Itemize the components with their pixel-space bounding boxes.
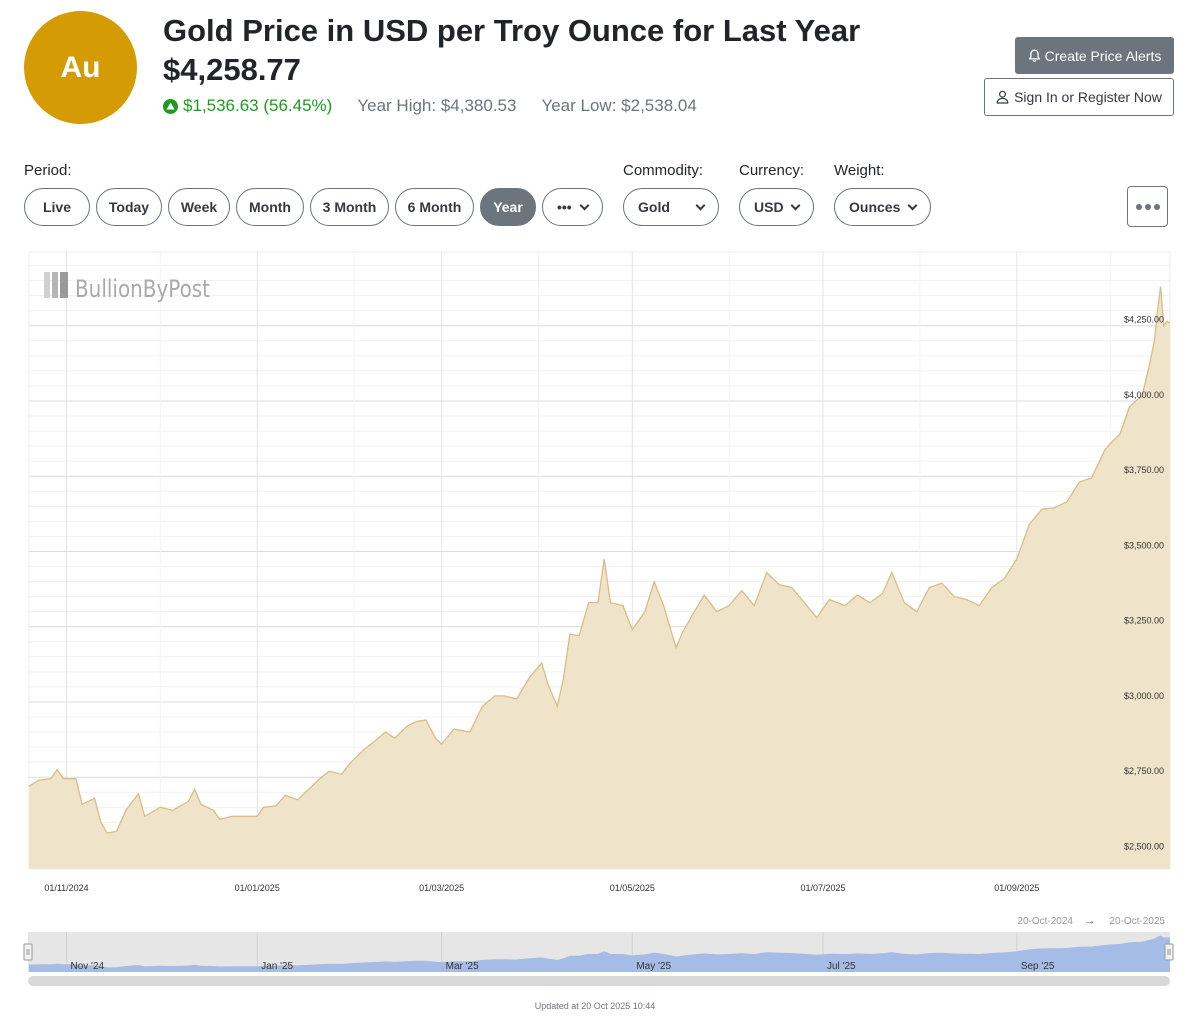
price-chart[interactable]: $2,500.00 $2,750.00 $3,000.00 $3,250.00 $3,5… [0,240,1190,995]
currency-value: USD [754,199,784,215]
navigator-left-handle[interactable] [23,943,33,961]
period-3-month-button[interactable]: 3 Month [310,188,389,226]
period-more-dropdown[interactable]: ••• [542,188,603,226]
period-live-button[interactable]: Live [24,188,90,226]
y-tick-label: $4,250.00 [1124,315,1164,325]
triangle-up-circle-icon [163,98,178,114]
x-tick-label: 01/05/2025 [610,883,655,893]
navigator-label: Sep '25 [1021,961,1055,972]
navigator-right-handle[interactable] [1164,943,1174,961]
period-week-button[interactable]: Week [168,188,230,226]
year-high: Year High: $4,380.53 [357,96,517,115]
x-tick-label: 01/07/2025 [800,883,845,893]
sign-in-button[interactable]: Sign In or Register Now [984,78,1174,116]
bell-icon [1028,49,1040,62]
y-tick-label: $3,500.00 [1124,540,1164,550]
navigator-label: Nov '24 [71,961,105,972]
updated-timestamp: Updated at 20 Oct 2025 10:44 [534,1001,656,1011]
chevron-down-icon [790,200,801,210]
ellipsis-icon [1135,203,1142,210]
period-6-month-button[interactable]: 6 Month [395,188,474,226]
navigator-labels: Nov '24 Jan '25 Mar '25 May '25 Jul '25 Sep '… [71,961,1055,972]
navigator-scrollbar[interactable] [28,976,1170,986]
y-tick-label: $3,750.00 [1124,465,1164,475]
create-price-alerts-label: Create Price Alerts [1044,47,1162,64]
range-navigator[interactable]: Nov '24 Jan '25 Mar '25 May '25 Jul '25 Sep '… [23,932,1174,972]
navigator-label: Mar '25 [446,961,479,972]
gold-symbol-badge: Au [24,11,137,124]
y-tick-label: $3,250.00 [1124,616,1164,626]
sign-in-label: Sign In or Register Now [1014,89,1162,105]
x-tick-label: 01/11/2024 [44,883,88,893]
y-tick-label: $2,750.00 [1124,766,1164,776]
weight-label: Weight: [834,162,885,179]
commodity-value: Gold [638,199,670,215]
chevron-down-icon [907,200,918,210]
page-title: Gold Price in USD per Troy Ounce for Las… [163,13,861,48]
price-area [29,286,1170,870]
x-tick-label: 01/01/2025 [235,883,280,893]
price-stats: $1,536.63 (56.45%) Year High: $4,380.53 … [163,96,697,116]
range-arrow-icon: → [1085,915,1096,927]
watermark: BullionByPost [44,272,210,303]
x-axis-labels: 01/11/2024 01/01/2025 01/03/2025 01/05/2025… [44,883,1039,893]
currency-select[interactable]: USD [739,188,814,226]
watermark-text: BullionByPost [75,275,210,303]
current-price: $4,258.77 [163,52,301,87]
price-change: $1,536.63 (56.45%) [163,96,332,116]
range-end: 20-Oct-2025 [1109,916,1165,927]
price-change-value: $1,536.63 (56.45%) [183,96,333,115]
period-year-button[interactable]: Year [480,188,536,226]
chevron-down-icon [695,200,706,210]
weight-select[interactable]: Ounces [834,188,931,226]
price-line [28,286,1171,834]
more-options-button[interactable] [1127,186,1168,227]
range-start: 20-Oct-2024 [1017,916,1073,927]
user-icon [996,90,1009,104]
currency-label: Currency: [739,162,805,179]
period-month-button[interactable]: Month [236,188,304,226]
commodity-select[interactable]: Gold [623,188,719,226]
navigator-label: Jul '25 [827,961,856,972]
period-more-label: ••• [557,199,572,215]
x-tick-label: 01/03/2025 [419,883,464,893]
y-tick-label: $3,000.00 [1124,691,1164,701]
weight-value: Ounces [849,199,901,215]
navigator-label: May '25 [636,961,671,972]
y-tick-label: $2,500.00 [1124,841,1164,851]
navigator-label: Jan '25 [261,961,293,972]
y-axis-labels: $2,500.00 $2,750.00 $3,000.00 $3,250.00 $3,5… [1124,315,1164,852]
navigator-area [29,935,1170,972]
year-low: Year Low: $2,538.04 [541,96,697,115]
chevron-down-icon [579,200,590,210]
commodity-label: Commodity: [623,162,704,179]
y-tick-label: $4,000.00 [1124,390,1164,400]
period-today-button[interactable]: Today [96,188,162,226]
period-label: Period: [24,162,72,179]
create-price-alerts-button[interactable]: Create Price Alerts [1015,37,1174,74]
x-tick-label: 01/09/2025 [994,883,1039,893]
